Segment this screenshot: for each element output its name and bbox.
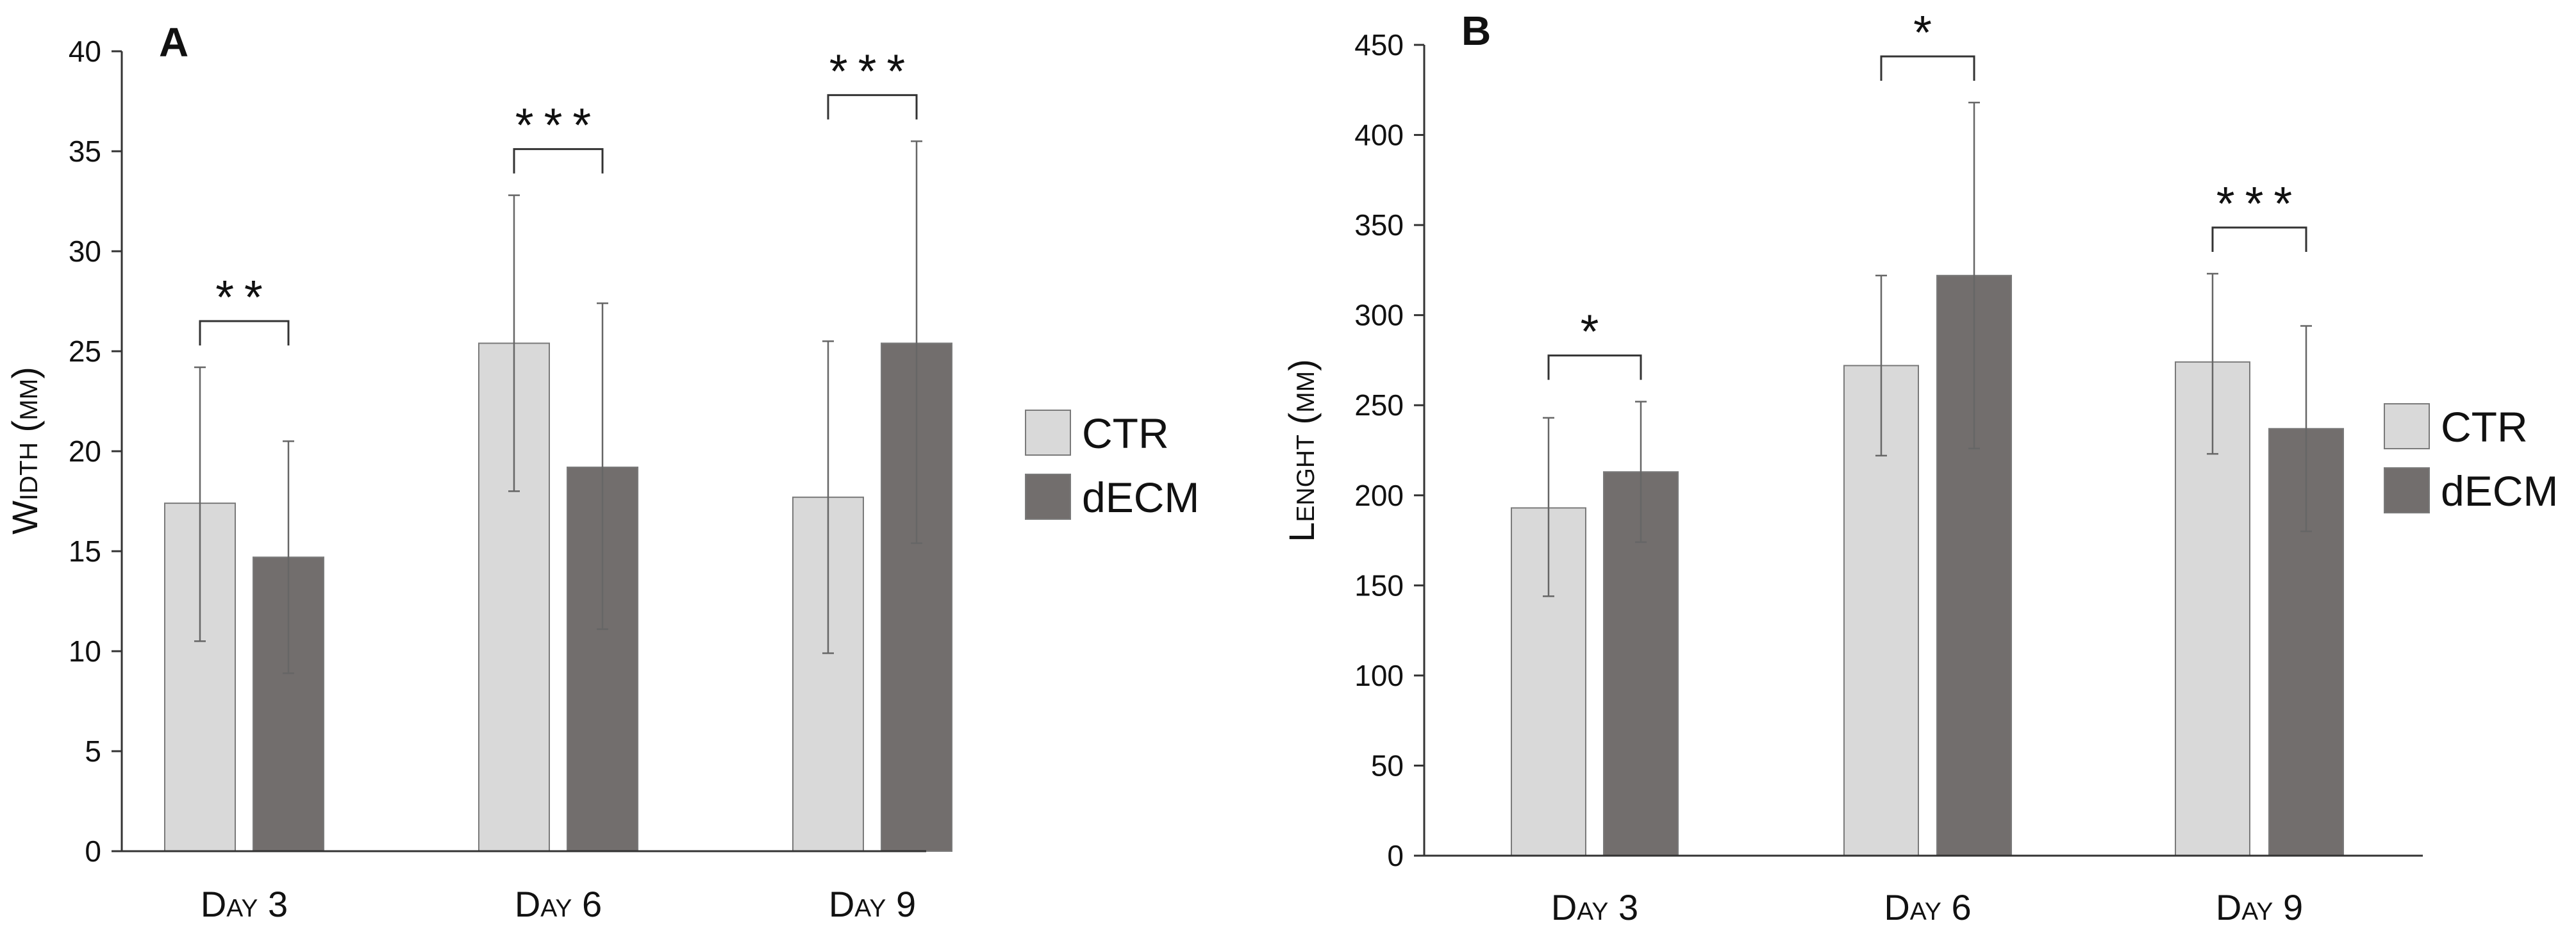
y-tick-label: 0 [85,835,101,868]
y-tick-label: 400 [1354,119,1404,152]
significance-marker: ** [215,270,273,324]
legend-label: dECM [2441,467,2558,515]
panel-a: A Width (µm) 0 5 10 15 20 25 30 35 40 Day 3 Day 6 D… [4,19,1199,924]
y-tick-label: 450 [1354,28,1404,62]
x-category-label: Day 3 [1551,887,1638,927]
significance-bracket [199,320,290,345]
significance-bracket [1547,354,1642,380]
y-tick-label: 0 [1387,839,1404,872]
x-category-label: Day 9 [829,884,916,924]
x-category-label: Day 9 [2216,887,2303,927]
legend-label: CTR [1082,410,1169,457]
significance-marker: * [1913,6,1942,59]
y-tick-label: 350 [1354,208,1404,242]
y-tick-label: 150 [1354,569,1404,602]
y-tick-label: 15 [69,535,101,568]
significance-bracket [513,148,604,174]
legend-swatch-decm [1025,474,1071,520]
y-tick-label: 5 [85,735,101,768]
y-tick-label: 40 [69,35,101,68]
legend-swatch-ctr [2384,403,2430,449]
x-category-label: Day 6 [1884,887,1971,927]
y-tick-label: 25 [69,335,101,368]
y-tick-label: 30 [69,235,101,268]
y-axis-label: Lenght (µm) [1281,359,1322,542]
legend-label: dECM [1082,474,1199,521]
significance-bracket [2211,226,2307,253]
x-category-label: Day 6 [515,884,602,924]
significance-marker: *** [515,99,601,152]
y-tick-label: 50 [1371,749,1404,782]
y-tick-label: 20 [69,435,101,468]
y-tick-label: 300 [1354,299,1404,332]
panel-b: B Lenght (µm) 0 50 100 150 200 250 300 350 400 45… [1281,6,2558,927]
y-tick-label: 35 [69,135,101,168]
significance-marker: *** [2216,177,2302,230]
significance-marker: * [1581,305,1609,358]
y-tick-label: 10 [69,635,101,668]
panel-letter: A [159,19,188,65]
panel-letter: B [1461,8,1491,54]
legend-swatch-ctr [1025,410,1071,456]
y-axis-label: Width (µm) [4,367,45,535]
legend-label: CTR [2441,403,2528,451]
y-tick-label: 250 [1354,388,1404,422]
significance-bracket [1880,55,1975,81]
x-category-label: Day 3 [201,884,288,924]
significance-bracket [827,94,918,120]
y-tick-label: 200 [1354,479,1404,512]
y-tick-label: 100 [1354,659,1404,692]
significance-marker: *** [829,44,915,97]
legend-swatch-decm [2384,467,2430,513]
